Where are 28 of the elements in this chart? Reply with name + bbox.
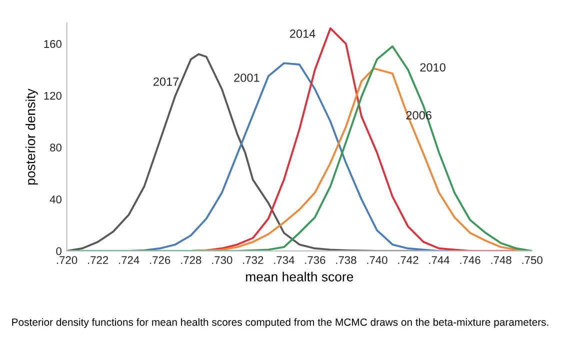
x-tick-label: .726	[150, 256, 170, 264]
x-tick-label: .724	[119, 256, 140, 264]
x-tick-label: .728	[181, 256, 202, 264]
series-label: 2010	[420, 63, 446, 72]
x-tick-label: .744	[429, 256, 450, 264]
y-tick-label: 40	[50, 195, 62, 204]
x-tick-label: .738	[336, 256, 356, 264]
x-tick-label: .742	[398, 256, 418, 264]
y-tick-label: 160	[44, 40, 62, 48]
x-tick-label: .734	[274, 256, 294, 264]
series-label: 2001	[234, 74, 260, 82]
x-axis-title: mean health score	[246, 272, 354, 282]
x-tick-label: .740	[367, 256, 388, 264]
y-axis-title: posterior density	[26, 88, 38, 185]
y-tick-label: 0	[56, 247, 62, 256]
series-label: 2017	[154, 77, 179, 86]
x-tick-label: .746	[460, 256, 480, 264]
x-tick-label: .730	[212, 256, 232, 264]
text: Posterior density functions for mean health scores computed from the MCMC draws on the beta-mixture parameters.	[12, 318, 548, 328]
x-tick-label: .748	[491, 256, 512, 264]
x-tick-label: .736	[305, 256, 326, 264]
series-label: 2014	[290, 30, 316, 38]
y-tick-label: 80	[50, 144, 62, 152]
x-tick-label: .732	[243, 256, 264, 264]
x-tick-label: .750	[522, 256, 542, 264]
x-tick-label: .722	[88, 256, 108, 264]
x-tick-label: .720	[56, 256, 78, 264]
y-tick-label: 120	[44, 92, 62, 100]
